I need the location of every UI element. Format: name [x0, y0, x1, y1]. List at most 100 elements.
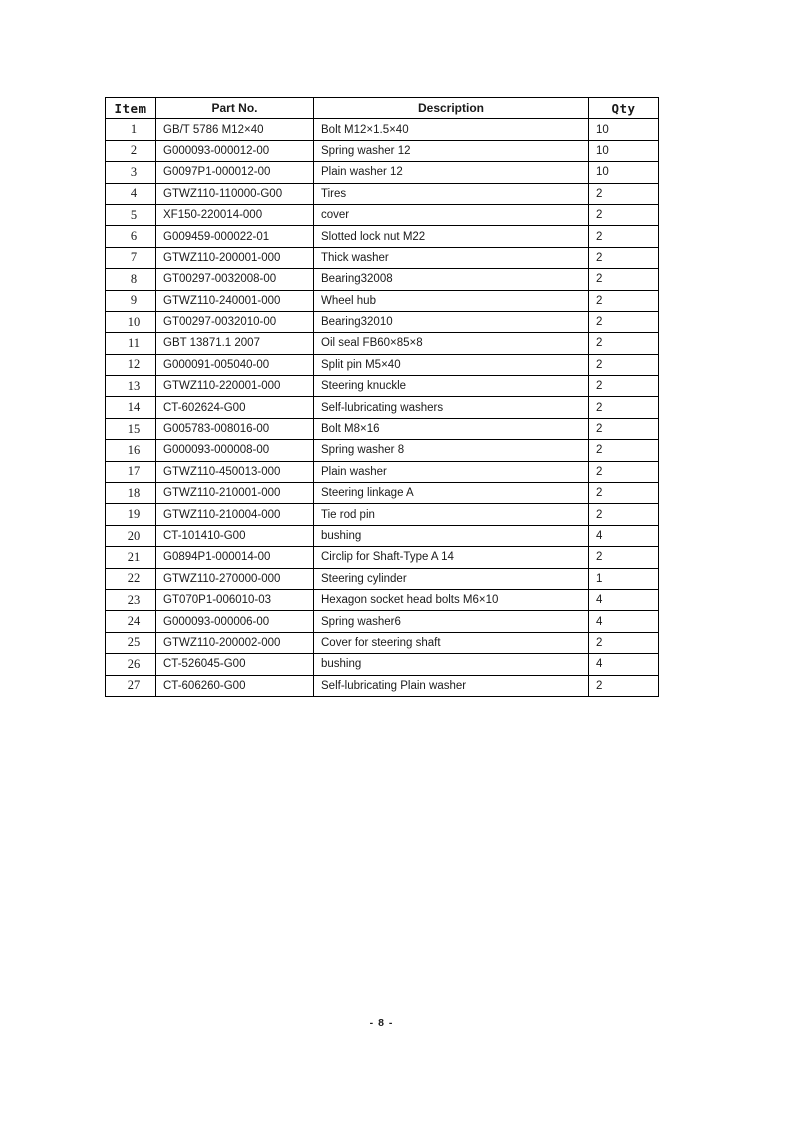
- description-cell: Split pin M5×40: [313, 353, 589, 377]
- part-no-cell: CT-606260-G00: [155, 674, 314, 697]
- header-row: Item Part No. Description Qty: [105, 96, 659, 120]
- qty-cell: 2: [588, 225, 659, 248]
- item-cell: 25: [105, 631, 156, 655]
- qty-cell: 2: [588, 417, 659, 441]
- item-cell: 12: [105, 353, 156, 377]
- parts-table-body: 1 GB/T 5786 M12×40 Bolt M12×1.5×40 10 2 …: [105, 118, 659, 697]
- qty-cell: 4: [588, 653, 659, 676]
- description-cell: Cover for steering shaft: [313, 631, 589, 655]
- description-cell: Steering cylinder: [313, 567, 589, 590]
- table-row: 23 GT070P1-006010-03 Hexagon socket head…: [105, 588, 659, 612]
- column-header-description: Description: [313, 96, 589, 120]
- table-row: 8 GT00297-0032008-00 Bearing32008 2: [105, 268, 659, 291]
- part-no-cell: GTWZ110-220001-000: [155, 375, 314, 398]
- column-header-qty: Qty: [588, 96, 659, 120]
- description-cell: Bearing32008: [313, 268, 589, 291]
- part-no-cell: GTWZ110-110000-G00: [155, 182, 314, 205]
- qty-cell: 2: [588, 631, 659, 655]
- part-no-cell: GTWZ110-200002-000: [155, 631, 314, 655]
- qty-cell: 2: [588, 246, 659, 270]
- part-no-cell: GTWZ110-270000-000: [155, 567, 314, 590]
- item-cell: 5: [105, 203, 156, 227]
- description-cell: Hexagon socket head bolts M6×10: [313, 588, 589, 612]
- table-row: 16 G000093-000008-00 Spring washer 8 2: [105, 439, 659, 462]
- part-no-cell: GT070P1-006010-03: [155, 588, 314, 612]
- description-cell: Spring washer 8: [313, 439, 589, 462]
- table-row: 5 XF150-220014-000 cover 2: [105, 203, 659, 227]
- item-cell: 24: [105, 610, 156, 633]
- item-cell: 7: [105, 246, 156, 270]
- description-cell: Circlip for Shaft-Type A 14: [313, 546, 589, 569]
- table-row: 27 CT-606260-G00 Self-lubricating Plain …: [105, 674, 659, 697]
- description-cell: Bearing32010: [313, 310, 589, 334]
- qty-cell: 2: [588, 332, 659, 355]
- qty-cell: 2: [588, 182, 659, 205]
- description-cell: Self-lubricating Plain washer: [313, 674, 589, 697]
- part-no-cell: GTWZ110-450013-000: [155, 460, 314, 484]
- qty-cell: 2: [588, 674, 659, 697]
- table-row: 14 CT-602624-G00 Self-lubricating washer…: [105, 396, 659, 419]
- qty-cell: 4: [588, 588, 659, 612]
- column-header-part-no: Part No.: [155, 96, 314, 120]
- description-cell: bushing: [313, 653, 589, 676]
- description-cell: cover: [313, 203, 589, 227]
- part-no-cell: GTWZ110-210004-000: [155, 503, 314, 526]
- part-no-cell: G000093-000008-00: [155, 439, 314, 462]
- part-no-cell: GTWZ110-210001-000: [155, 482, 314, 505]
- item-cell: 22: [105, 567, 156, 590]
- description-cell: Plain washer: [313, 460, 589, 484]
- part-no-cell: G0894P1-000014-00: [155, 546, 314, 569]
- description-cell: Spring washer 12: [313, 139, 589, 163]
- table-row: 2 G000093-000012-00 Spring washer 12 10: [105, 139, 659, 163]
- item-cell: 8: [105, 268, 156, 291]
- table-row: 20 CT-101410-G00 bushing 4: [105, 524, 659, 548]
- item-cell: 2: [105, 139, 156, 163]
- qty-cell: 4: [588, 524, 659, 548]
- table-row: 24 G000093-000006-00 Spring washer6 4: [105, 610, 659, 633]
- description-cell: bushing: [313, 524, 589, 548]
- item-cell: 6: [105, 225, 156, 248]
- part-no-cell: GTWZ110-200001-000: [155, 246, 314, 270]
- item-cell: 16: [105, 439, 156, 462]
- qty-cell: 2: [588, 203, 659, 227]
- table-row: 3 G0097P1-000012-00 Plain washer 12 10: [105, 161, 659, 184]
- item-cell: 10: [105, 310, 156, 334]
- part-no-cell: G000091-005040-00: [155, 353, 314, 377]
- item-cell: 11: [105, 332, 156, 355]
- description-cell: Bolt M12×1.5×40: [313, 118, 589, 141]
- item-cell: 13: [105, 375, 156, 398]
- table-row: 9 GTWZ110-240001-000 Wheel hub 2: [105, 289, 659, 312]
- item-cell: 23: [105, 588, 156, 612]
- table-row: 17 GTWZ110-450013-000 Plain washer 2: [105, 460, 659, 484]
- item-cell: 15: [105, 417, 156, 441]
- table-row: 21 G0894P1-000014-00 Circlip for Shaft-T…: [105, 546, 659, 569]
- qty-cell: 2: [588, 546, 659, 569]
- qty-cell: 2: [588, 268, 659, 291]
- qty-cell: 10: [588, 161, 659, 184]
- table-row: 4 GTWZ110-110000-G00 Tires 2: [105, 182, 659, 205]
- part-no-cell: GB/T 5786 M12×40: [155, 118, 314, 141]
- item-cell: 20: [105, 524, 156, 548]
- table-row: 1 GB/T 5786 M12×40 Bolt M12×1.5×40 10: [105, 118, 659, 141]
- item-cell: 17: [105, 460, 156, 484]
- part-no-cell: CT-602624-G00: [155, 396, 314, 419]
- page-number: - 8 -: [369, 1017, 394, 1029]
- qty-cell: 2: [588, 439, 659, 462]
- table-row: 11 GBT 13871.1 2007 Oil seal FB60×85×8 2: [105, 332, 659, 355]
- parts-table-header: Item Part No. Description Qty: [105, 96, 659, 120]
- description-cell: Oil seal FB60×85×8: [313, 332, 589, 355]
- qty-cell: 2: [588, 503, 659, 526]
- table-row: 25 GTWZ110-200002-000 Cover for steering…: [105, 631, 659, 655]
- item-cell: 14: [105, 396, 156, 419]
- part-no-cell: CT-101410-G00: [155, 524, 314, 548]
- table-row: 13 GTWZ110-220001-000 Steering knuckle 2: [105, 375, 659, 398]
- qty-cell: 2: [588, 375, 659, 398]
- item-cell: 4: [105, 182, 156, 205]
- qty-cell: 4: [588, 610, 659, 633]
- item-cell: 18: [105, 482, 156, 505]
- item-cell: 3: [105, 161, 156, 184]
- part-no-cell: G009459-000022-01: [155, 225, 314, 248]
- part-no-cell: G005783-008016-00: [155, 417, 314, 441]
- part-no-cell: GT00297-0032010-00: [155, 310, 314, 334]
